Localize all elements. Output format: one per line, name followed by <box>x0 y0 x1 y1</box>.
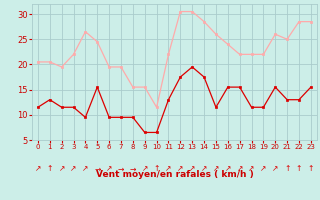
Text: ↗: ↗ <box>59 164 65 173</box>
Text: ↗: ↗ <box>106 164 112 173</box>
Text: ↗: ↗ <box>70 164 77 173</box>
Text: ↗: ↗ <box>165 164 172 173</box>
Text: ↗: ↗ <box>260 164 267 173</box>
Text: ↗: ↗ <box>189 164 196 173</box>
Text: →: → <box>130 164 136 173</box>
X-axis label: Vent moyen/en rafales ( km/h ): Vent moyen/en rafales ( km/h ) <box>96 170 253 179</box>
Text: →: → <box>118 164 124 173</box>
Text: ↗: ↗ <box>248 164 255 173</box>
Text: ↗: ↗ <box>82 164 89 173</box>
Text: ↗: ↗ <box>236 164 243 173</box>
Text: ↗: ↗ <box>213 164 219 173</box>
Text: ↗: ↗ <box>225 164 231 173</box>
Text: ↗: ↗ <box>201 164 207 173</box>
Text: ↑: ↑ <box>284 164 290 173</box>
Text: ↗: ↗ <box>141 164 148 173</box>
Text: ↑: ↑ <box>308 164 314 173</box>
Text: ↑: ↑ <box>296 164 302 173</box>
Text: ↗: ↗ <box>35 164 41 173</box>
Text: ↗: ↗ <box>177 164 184 173</box>
Text: ↗: ↗ <box>272 164 278 173</box>
Text: →: → <box>94 164 100 173</box>
Text: ↑: ↑ <box>153 164 160 173</box>
Text: ↑: ↑ <box>47 164 53 173</box>
